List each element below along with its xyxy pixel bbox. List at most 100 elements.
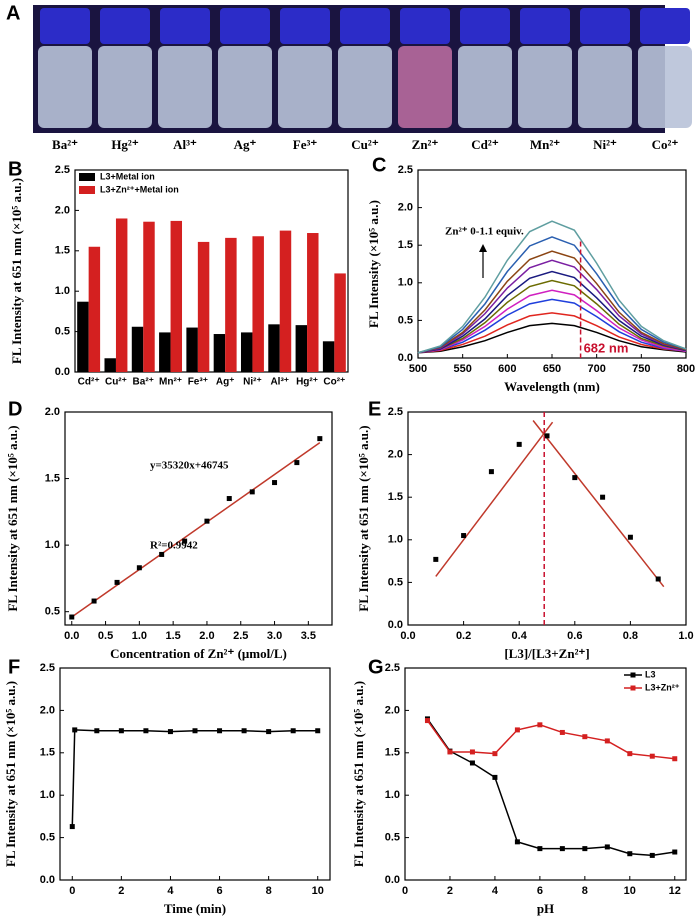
x-tick-label: 2 (118, 885, 124, 897)
x-tick-label: 10 (624, 885, 636, 897)
x-tick-label: 12 (669, 885, 681, 897)
marker (461, 533, 467, 539)
x-axis-title: [L3]/[L3+Zn²⁺] (504, 646, 589, 661)
panel-letter: F (8, 656, 20, 678)
y-tick-label: 1.0 (385, 789, 400, 801)
marker (447, 749, 453, 755)
vial-cap (520, 8, 570, 44)
x-tick-label: Fe³⁺ (188, 377, 208, 388)
x-tick-label: Mn²⁺ (159, 377, 182, 388)
legend-label: L3+Zn²⁺+Metal ion (100, 184, 179, 194)
marker (167, 729, 173, 735)
y-tick-label: 0.5 (45, 606, 60, 618)
marker (469, 749, 475, 755)
marker (272, 480, 278, 486)
vial-body (38, 46, 92, 128)
bar (307, 233, 319, 372)
y-tick-label: 1.0 (55, 285, 70, 297)
y-axis-title: FL Intensity at 651 nm (×10⁵ a.u.) (5, 425, 20, 611)
x-tick-label: 8 (582, 885, 588, 897)
y-axis-title: FL Intensity (×10⁵ a.u.) (366, 200, 381, 328)
bar (77, 301, 89, 372)
x-tick-label: 2.0 (199, 630, 214, 642)
bar (322, 341, 335, 372)
vial-body (518, 46, 572, 128)
panel-letter: E (368, 398, 381, 420)
y-tick-label: 0.0 (398, 352, 413, 364)
x-axis-title: pH (537, 901, 554, 916)
marker (655, 576, 661, 582)
vial-body (278, 46, 332, 128)
plot-frame (407, 411, 687, 626)
x-tick-label: Cu²⁺ (105, 377, 127, 388)
series-line (417, 270, 687, 354)
panel: D 0.5 1.0 1.5 2.0 0.0 0.5 1.0 1.5 2.0 2.5 3.0 3.5 FL … (5, 398, 333, 661)
x-tick-label: 2.5 (233, 630, 248, 642)
x-tick-label: Ag⁺ (216, 377, 235, 388)
x-tick-label: 4 (167, 885, 174, 897)
x-tick-label: 1.0 (678, 630, 693, 642)
x-tick-label: 3.5 (301, 630, 316, 642)
y-axis-title: FL Intensity at 651 nm (×10⁵ a.u.) (9, 178, 24, 364)
y-tick-label: 1.5 (45, 472, 60, 484)
y-tick-label: 0.5 (40, 832, 55, 844)
marker (94, 728, 100, 734)
marker (604, 738, 610, 744)
marker (114, 579, 120, 585)
marker (118, 728, 124, 734)
y-tick-label: 1.0 (398, 277, 413, 289)
marker (604, 844, 610, 850)
y-tick-label: 1.5 (388, 491, 403, 503)
plot-frame (59, 667, 331, 881)
series-line (417, 312, 687, 354)
y-tick-label: 2.0 (55, 204, 70, 216)
marker (294, 460, 300, 466)
panel-letter: C (372, 154, 386, 176)
y-tick-label: 2.0 (385, 704, 400, 716)
y-tick-label: 2.5 (388, 406, 403, 418)
marker (488, 469, 494, 475)
y-tick-label: 1.5 (385, 747, 400, 759)
arrow-head (479, 244, 487, 252)
x-tick-label: 0.2 (456, 630, 471, 642)
panel-letter: G (368, 656, 384, 678)
marker (143, 728, 149, 734)
x-tick-label: 6 (537, 885, 543, 897)
marker (91, 598, 97, 604)
panel: E 0.0 0.5 1.0 1.5 2.0 2.5 0.0 0.2 0.4 0.6 0.8 1.0 FL … (356, 398, 694, 661)
marker (69, 614, 75, 620)
x-axis-title: Wavelength (nm) (504, 379, 600, 394)
marker (241, 728, 247, 734)
x-tick-label: 500 (409, 363, 427, 375)
legend-label: L3+Metal ion (100, 171, 155, 181)
annotation: R²=0.9942 (150, 540, 198, 552)
marker (559, 846, 565, 852)
annotation: y=35320x+46745 (150, 460, 229, 472)
vial-body (158, 46, 212, 128)
fit-line (532, 420, 665, 588)
vial-body (638, 46, 692, 128)
x-tick-label: 550 (453, 363, 471, 375)
x-tick-label: 0.0 (64, 630, 79, 642)
x-tick-label: 650 (543, 363, 561, 375)
fit-line (435, 421, 554, 577)
y-tick-label: 1.0 (45, 539, 60, 551)
x-tick-label: 2 (447, 885, 453, 897)
marker (559, 729, 565, 735)
y-tick-label: 0.0 (388, 619, 403, 631)
bar (159, 332, 171, 372)
legend-label: L3+Zn²⁺ (645, 682, 680, 692)
y-tick-label: 0.0 (40, 874, 55, 886)
x-tick-label: Ni²⁺ (243, 377, 262, 388)
marker (627, 534, 633, 540)
vial-cap (580, 8, 630, 44)
marker (317, 436, 323, 442)
vial-label: Ni²⁺ (593, 137, 617, 152)
vial-cap (280, 8, 330, 44)
bar (334, 273, 346, 372)
y-tick-label: 1.5 (398, 239, 413, 251)
marker (182, 538, 188, 544)
legend-swatch (79, 173, 95, 181)
plot-frame (74, 169, 349, 373)
